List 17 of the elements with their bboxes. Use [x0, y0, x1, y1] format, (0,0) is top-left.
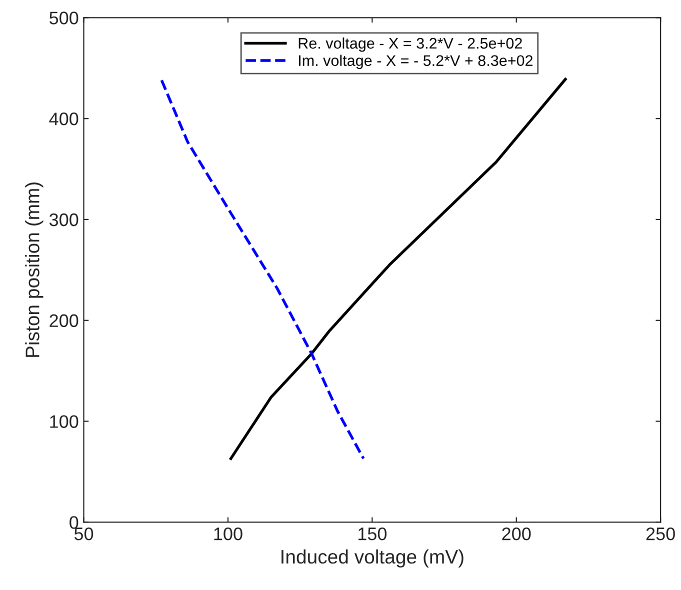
- legend-label: Re. voltage - X = 3.2*V - 2.5e+02: [298, 37, 522, 52]
- legend-label: Im. voltage - X = - 5.2*V + 8.3e+02: [299, 54, 533, 70]
- y-tick-label: 200: [50, 314, 78, 328]
- line-series: [160, 78, 365, 460]
- line-series: [229, 78, 567, 460]
- y-tick-label: 0: [70, 516, 78, 529]
- x-tick-label: 50: [74, 527, 94, 540]
- x-tick-label: 200: [502, 527, 531, 540]
- x-tick-label: 100: [214, 527, 242, 540]
- y-axis-title: Piston position (mm): [25, 182, 44, 357]
- y-tick-label: 500: [50, 12, 78, 24]
- y-tick-label: 400: [49, 112, 78, 126]
- y-tick-label: 100: [50, 415, 78, 428]
- x-axis-title: Induced voltage (mV): [282, 549, 464, 568]
- x-tick-label: 150: [358, 527, 387, 540]
- x-tick-label: 250: [646, 527, 675, 540]
- y-tick-label: 300: [49, 213, 78, 226]
